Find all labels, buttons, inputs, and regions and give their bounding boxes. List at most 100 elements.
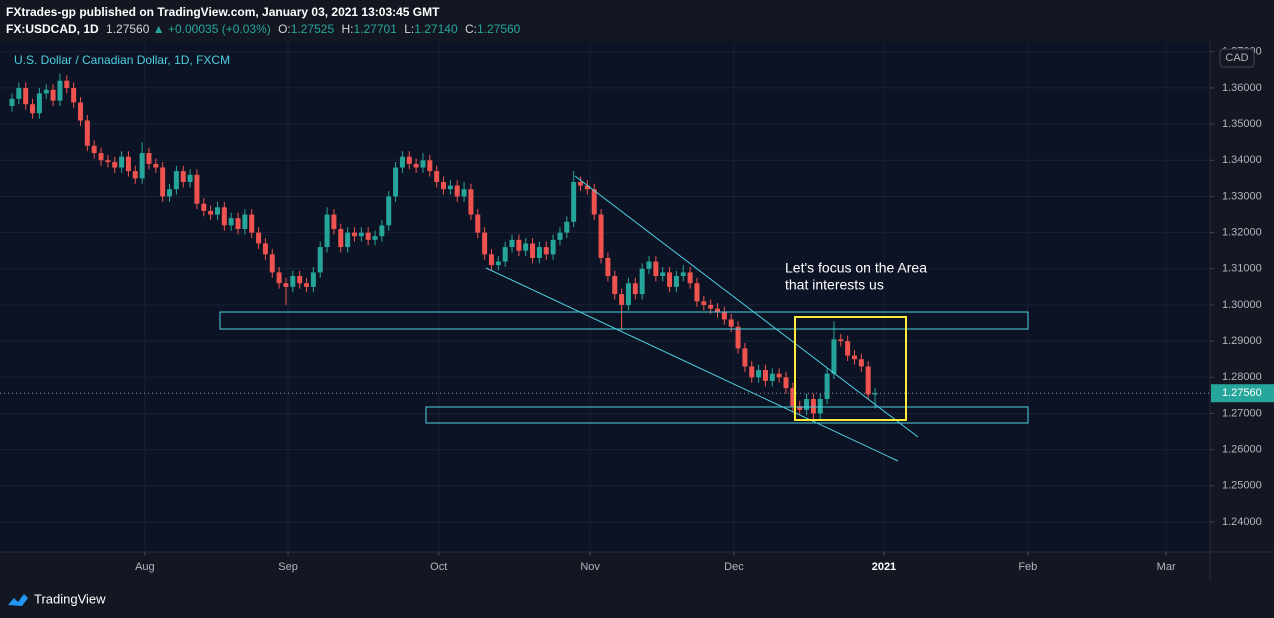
candle-body [324, 214, 330, 248]
candle-body [523, 243, 529, 251]
candle-body [790, 388, 796, 407]
candle-body [612, 276, 618, 295]
x-tick-label: Mar [1157, 561, 1176, 573]
last-price-box [1211, 384, 1274, 403]
candle-body [434, 171, 440, 182]
candle-body [735, 326, 741, 349]
candle-body [639, 268, 645, 295]
o-value: 1.27525 [290, 22, 335, 36]
candle-body [598, 214, 604, 258]
candle-body [845, 341, 851, 356]
candle-body [694, 283, 700, 302]
c-label: C: [464, 22, 477, 36]
currency: CAD [1225, 52, 1248, 64]
candle-body [687, 272, 693, 284]
candle-body [454, 185, 460, 197]
candle-body [660, 272, 666, 277]
candle-body [50, 89, 56, 101]
trend-line [485, 267, 899, 462]
support-zone [425, 406, 1029, 424]
candle-body [77, 102, 83, 121]
c-value: 1.27560 [476, 22, 521, 36]
h-value: 1.27701 [353, 22, 397, 36]
candle-body [769, 373, 775, 381]
arrow: ▲ [152, 22, 165, 36]
candle-body [160, 167, 166, 197]
x-tick-label: Sep [278, 561, 298, 573]
candle-body [331, 214, 337, 229]
candle-body [112, 162, 118, 168]
candle-body [824, 373, 830, 399]
publish-line: FXtrades-gp published on TradingView.com… [6, 5, 439, 19]
x-tick-label: Aug [135, 561, 155, 573]
candle-body [632, 283, 638, 295]
candle-body [715, 308, 721, 313]
candle-body [420, 160, 426, 168]
candle-body [125, 156, 131, 172]
candle-body [283, 283, 289, 287]
candle-body [132, 171, 138, 179]
candle-body [290, 276, 296, 287]
candle-body [358, 232, 364, 237]
candle-body [187, 174, 193, 182]
resistance-zone [219, 311, 1029, 330]
candle-body [413, 163, 419, 168]
logo [8, 594, 28, 606]
candle-body [304, 283, 310, 287]
candle-body [762, 370, 768, 381]
candle-body [441, 181, 447, 190]
candle-body [530, 243, 536, 258]
candle-body [57, 80, 63, 101]
candle-body [475, 214, 481, 233]
candle-body [482, 232, 488, 255]
ohlc-line: FX:USDCAD, 1D 1.27560 ▲ +0.00035 (+0.03%… [6, 22, 520, 36]
legend: U.S. Dollar / Canadian Dollar, 1D, FXCM [14, 53, 230, 67]
x-tick-label: Dec [724, 561, 744, 573]
focus-box [794, 316, 907, 421]
candle-body [427, 160, 433, 172]
candle-body [91, 145, 97, 154]
candle-body [153, 163, 159, 168]
candle-body [146, 153, 152, 164]
y-tick-label: 1.28000 [1222, 371, 1262, 383]
candle-body [488, 254, 494, 266]
y-tick-label: 1.35000 [1222, 118, 1262, 130]
candle-body [810, 399, 816, 414]
candle-body [221, 207, 227, 226]
x-tick-label: 2021 [872, 561, 896, 573]
candle-body [119, 156, 125, 168]
candle-body [536, 247, 542, 258]
candle-body [214, 207, 220, 215]
candle-body [235, 218, 241, 229]
candle-body [276, 272, 282, 284]
candle-body [749, 366, 755, 378]
candle-body [351, 232, 357, 237]
candle-body [742, 348, 748, 367]
candle-body [84, 120, 90, 146]
y-tick-label: 1.32000 [1222, 227, 1262, 239]
candle-body [550, 239, 556, 255]
candle-body [399, 156, 405, 168]
last: 1.27560 [106, 22, 150, 36]
y-tick-label: 1.33000 [1222, 190, 1262, 202]
candle-body [16, 87, 22, 99]
candle-body [30, 104, 36, 114]
y-tick-label: 1.31000 [1222, 263, 1262, 275]
publish-text: FXtrades-gp published on TradingView.com… [6, 5, 440, 19]
candle-body [667, 272, 673, 287]
candle-body [139, 153, 145, 179]
candle-body [242, 214, 248, 229]
y-tick-label: 1.24000 [1222, 516, 1262, 528]
candle-body [872, 393, 878, 395]
candle-body [386, 196, 392, 226]
trend-line [574, 175, 919, 438]
x-tick-label: Nov [580, 561, 600, 573]
candle-body [269, 254, 275, 273]
y-tick-label: 1.25000 [1222, 480, 1262, 492]
y-tick-label: 1.29000 [1222, 335, 1262, 347]
drawings: Let's focus on the Area that interests u… [219, 175, 1029, 462]
candle-body [406, 156, 412, 164]
change: +0.00035 (+0.03%) [167, 22, 271, 36]
candle-body [98, 153, 104, 161]
candle-body [804, 399, 810, 410]
